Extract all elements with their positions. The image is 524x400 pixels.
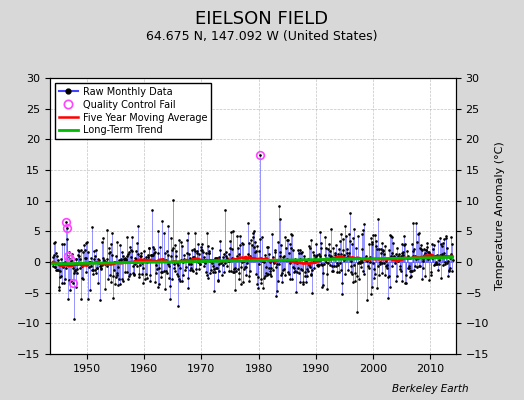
Text: 64.675 N, 147.092 W (United States): 64.675 N, 147.092 W (United States) <box>146 30 378 43</box>
Legend: Raw Monthly Data, Quality Control Fail, Five Year Moving Average, Long-Term Tren: Raw Monthly Data, Quality Control Fail, … <box>54 83 211 139</box>
Text: Berkeley Earth: Berkeley Earth <box>392 384 469 394</box>
Y-axis label: Temperature Anomaly (°C): Temperature Anomaly (°C) <box>495 142 505 290</box>
Text: EIELSON FIELD: EIELSON FIELD <box>195 10 329 28</box>
